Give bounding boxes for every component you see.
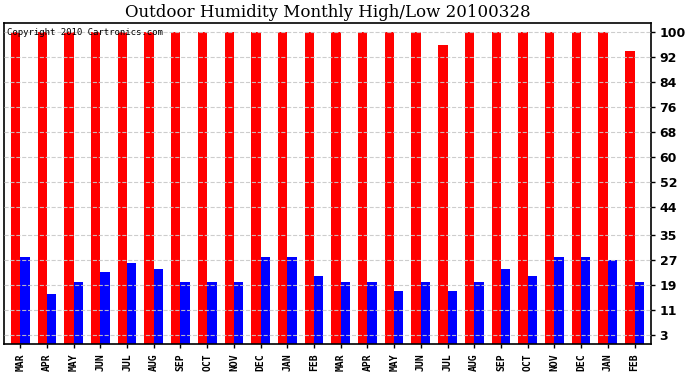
Bar bbox=[181, 282, 190, 344]
Bar bbox=[411, 32, 421, 344]
Bar bbox=[287, 257, 297, 344]
Bar bbox=[251, 32, 261, 344]
Bar bbox=[224, 32, 234, 344]
Bar bbox=[421, 282, 430, 344]
Text: Copyright 2010 Cartronics.com: Copyright 2010 Cartronics.com bbox=[8, 27, 164, 36]
Bar bbox=[501, 269, 511, 344]
Bar bbox=[448, 291, 457, 344]
Bar bbox=[545, 32, 554, 344]
Bar bbox=[91, 32, 100, 344]
Bar bbox=[581, 257, 591, 344]
Bar bbox=[554, 257, 564, 344]
Bar bbox=[198, 32, 207, 344]
Bar bbox=[234, 282, 243, 344]
Bar bbox=[492, 32, 501, 344]
Bar bbox=[127, 263, 137, 344]
Bar bbox=[314, 276, 324, 344]
Bar bbox=[528, 276, 537, 344]
Bar bbox=[144, 32, 154, 344]
Bar bbox=[118, 32, 127, 344]
Bar bbox=[438, 45, 448, 344]
Bar bbox=[11, 32, 20, 344]
Bar bbox=[154, 269, 163, 344]
Bar bbox=[305, 32, 314, 344]
Bar bbox=[598, 32, 608, 344]
Bar bbox=[171, 32, 181, 344]
Bar bbox=[368, 282, 377, 344]
Bar bbox=[278, 32, 287, 344]
Bar bbox=[74, 282, 83, 344]
Bar bbox=[394, 291, 404, 344]
Bar bbox=[572, 32, 581, 344]
Bar bbox=[64, 32, 74, 344]
Bar bbox=[465, 32, 474, 344]
Bar bbox=[261, 257, 270, 344]
Bar bbox=[20, 257, 30, 344]
Bar bbox=[635, 282, 644, 344]
Title: Outdoor Humidity Monthly High/Low 20100328: Outdoor Humidity Monthly High/Low 201003… bbox=[125, 4, 530, 21]
Bar bbox=[385, 32, 394, 344]
Bar bbox=[625, 51, 635, 344]
Bar bbox=[37, 32, 47, 344]
Bar bbox=[474, 282, 484, 344]
Bar bbox=[341, 282, 350, 344]
Bar bbox=[358, 32, 368, 344]
Bar bbox=[608, 260, 617, 344]
Bar bbox=[207, 282, 217, 344]
Bar bbox=[518, 32, 528, 344]
Bar bbox=[47, 294, 57, 344]
Bar bbox=[331, 32, 341, 344]
Bar bbox=[100, 272, 110, 344]
